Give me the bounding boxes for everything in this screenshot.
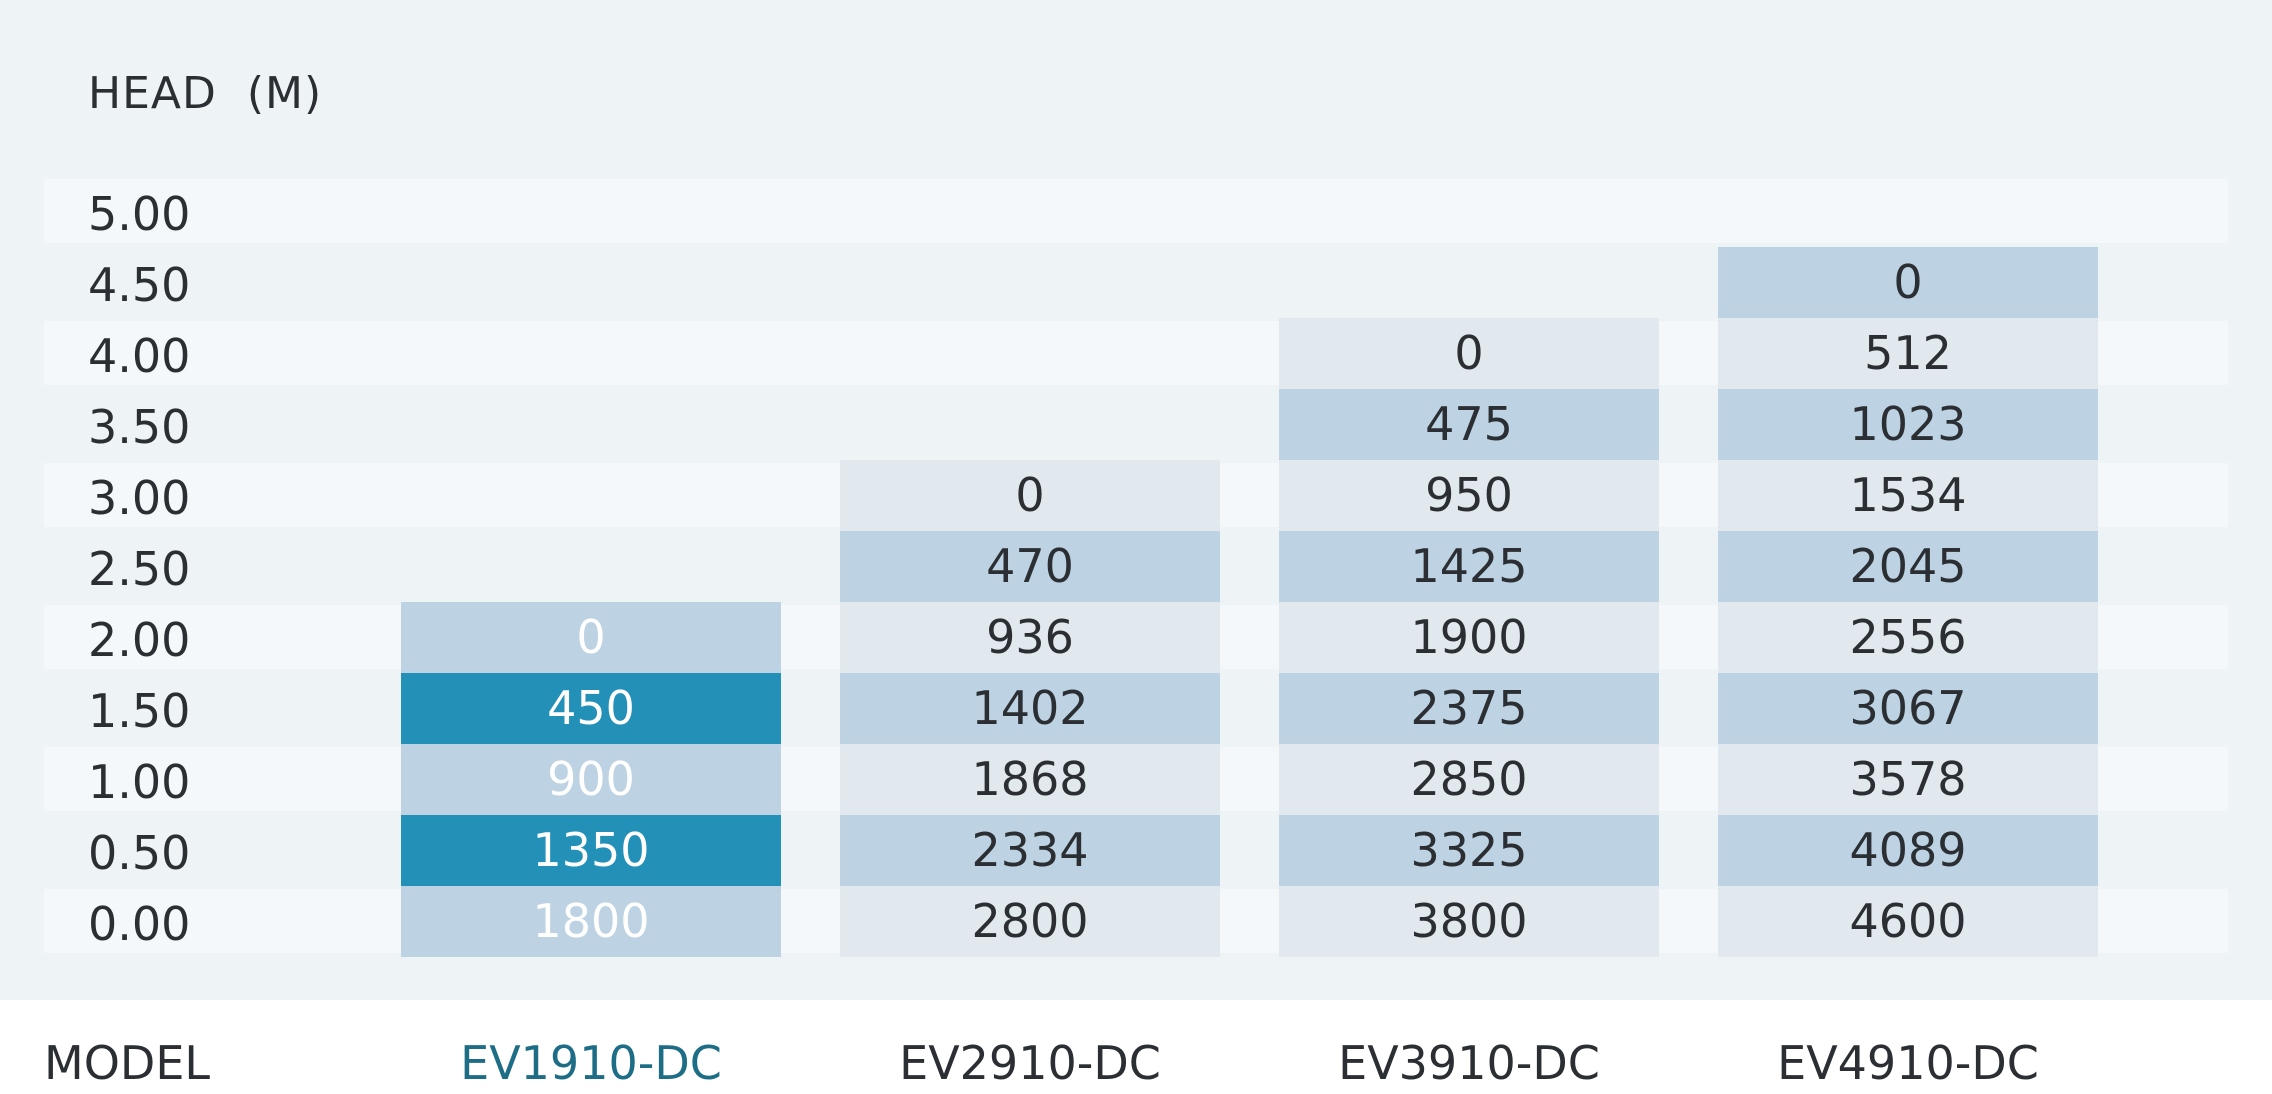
flow-cell: 4600 xyxy=(1718,886,2098,957)
head-value-label: 3.00 xyxy=(88,471,191,525)
head-value-label: 3.50 xyxy=(88,400,191,454)
head-value-label: 2.00 xyxy=(88,613,191,667)
flow-cell: 3800 xyxy=(1279,886,1659,957)
flow-cell: 2334 xyxy=(840,815,1220,886)
flow-cell: 0 xyxy=(401,602,781,673)
flow-cell: 2800 xyxy=(840,886,1220,957)
flow-cell: 3325 xyxy=(1279,815,1659,886)
model-name[interactable]: EV2910-DC xyxy=(899,1036,1161,1090)
flow-cell: 0 xyxy=(1279,318,1659,389)
model-name[interactable]: EV4910-DC xyxy=(1777,1036,2039,1090)
flow-cell: 1868 xyxy=(840,744,1220,815)
head-axis-label: HEAD (M) xyxy=(88,68,323,119)
head-value-label: 1.00 xyxy=(88,755,191,809)
flow-cell: 1534 xyxy=(1718,460,2098,531)
flow-cell: 1350 xyxy=(401,815,781,886)
flow-cell: 2850 xyxy=(1279,744,1659,815)
flow-cell: 4089 xyxy=(1718,815,2098,886)
model-column-label: MODEL xyxy=(44,1036,211,1090)
head-value-label: 5.00 xyxy=(88,187,191,241)
head-value-label: 1.50 xyxy=(88,684,191,738)
table-row xyxy=(44,179,2228,243)
flow-cell: 1402 xyxy=(840,673,1220,744)
flow-cell: 900 xyxy=(401,744,781,815)
flow-cell: 2556 xyxy=(1718,602,2098,673)
flow-cell: 0 xyxy=(840,460,1220,531)
flow-cell: 950 xyxy=(1279,460,1659,531)
flow-cell: 1023 xyxy=(1718,389,2098,460)
flow-cell: 936 xyxy=(840,602,1220,673)
flow-cell: 2375 xyxy=(1279,673,1659,744)
flow-cell: 1900 xyxy=(1279,602,1659,673)
flow-cell: 1800 xyxy=(401,886,781,957)
model-name[interactable]: EV1910-DC xyxy=(460,1036,722,1090)
flow-cell: 0 xyxy=(1718,247,2098,318)
flow-cell: 2045 xyxy=(1718,531,2098,602)
flow-cell: 475 xyxy=(1279,389,1659,460)
flow-cell: 470 xyxy=(840,531,1220,602)
head-value-label: 0.50 xyxy=(88,826,191,880)
head-value-label: 4.00 xyxy=(88,329,191,383)
flow-cell: 512 xyxy=(1718,318,2098,389)
model-footer xyxy=(0,1000,2272,1094)
head-value-label: 2.50 xyxy=(88,542,191,596)
flow-cell: 3578 xyxy=(1718,744,2098,815)
flow-cell: 1425 xyxy=(1279,531,1659,602)
flow-cell: 450 xyxy=(401,673,781,744)
head-value-label: 0.00 xyxy=(88,897,191,951)
head-value-label: 4.50 xyxy=(88,258,191,312)
model-name[interactable]: EV3910-DC xyxy=(1338,1036,1600,1090)
flow-cell: 3067 xyxy=(1718,673,2098,744)
